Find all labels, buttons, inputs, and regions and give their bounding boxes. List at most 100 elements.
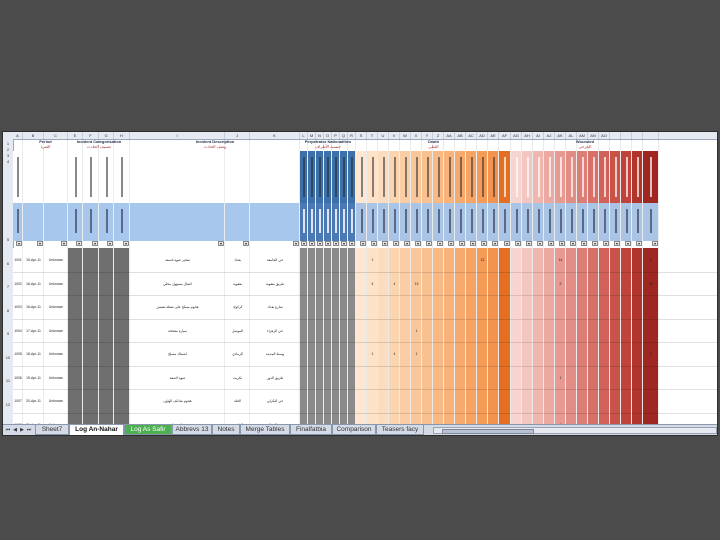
tab-comparison[interactable]: Comparison bbox=[332, 425, 376, 435]
cell-death-value[interactable]: 12 bbox=[480, 258, 485, 262]
cell-date[interactable]: 16-Apr-11 bbox=[26, 281, 41, 286]
filter-dropdown-icon[interactable]: ▾ bbox=[448, 241, 454, 246]
tab-log-as-safir[interactable]: Log As Safir bbox=[124, 425, 172, 435]
tab-sheet7[interactable]: Sheet7 bbox=[35, 425, 69, 435]
cell-area[interactable]: وسط المدينة bbox=[265, 352, 285, 356]
cell-area[interactable]: طريق بعقوبة bbox=[265, 281, 285, 286]
filter-dropdown-icon[interactable]: ▾ bbox=[592, 241, 598, 246]
cell-time[interactable]: Unknown bbox=[48, 258, 64, 262]
filter-dropdown-icon[interactable]: ▾ bbox=[614, 241, 620, 246]
filter-dropdown-icon[interactable]: ▾ bbox=[404, 241, 410, 246]
cell-wounded-value[interactable]: 1 bbox=[650, 352, 652, 356]
cell-id[interactable]: 1007 bbox=[14, 399, 22, 403]
row-number[interactable]: 8 bbox=[6, 307, 10, 313]
cell-time[interactable]: Unknown bbox=[48, 281, 64, 286]
column-letter[interactable]: AB bbox=[455, 132, 466, 139]
filter-dropdown-icon[interactable]: ▾ bbox=[470, 241, 476, 246]
tab-log-an-nahar[interactable]: Log An-Nahar bbox=[69, 425, 124, 435]
cell-wounded-value[interactable]: 1 bbox=[559, 375, 562, 380]
tab-merge-tables[interactable]: Merge Tables bbox=[240, 425, 290, 435]
column-letter[interactable] bbox=[632, 132, 643, 139]
sheet-column[interactable]: ▾ bbox=[130, 139, 225, 424]
column-letter[interactable]: T bbox=[367, 132, 378, 139]
column-letter[interactable]: AL bbox=[566, 132, 577, 139]
column-letter[interactable]: AK bbox=[555, 132, 566, 139]
column-letter[interactable]: R bbox=[348, 132, 356, 139]
filter-dropdown-icon[interactable]: ▾ bbox=[76, 241, 82, 246]
column-letter[interactable]: B bbox=[23, 132, 44, 139]
column-letter[interactable]: M bbox=[308, 132, 316, 139]
column-letter[interactable]: AC bbox=[466, 132, 477, 139]
filter-dropdown-icon[interactable]: ▾ bbox=[492, 241, 498, 246]
column-letter[interactable]: AJ bbox=[544, 132, 555, 139]
filter-dropdown-icon[interactable]: ▾ bbox=[107, 241, 113, 246]
filter-dropdown-icon[interactable]: ▾ bbox=[218, 241, 224, 246]
column-letter[interactable]: V bbox=[389, 132, 400, 139]
cell-place[interactable]: الحلة bbox=[233, 399, 242, 403]
filter-dropdown-icon[interactable]: ▾ bbox=[243, 241, 249, 246]
filter-dropdown-icon[interactable]: ▾ bbox=[92, 241, 98, 246]
cell-wounded-value[interactable]: 2 bbox=[650, 258, 652, 262]
column-letter[interactable]: AM bbox=[577, 132, 588, 139]
next-sheet-icon[interactable]: ▶ bbox=[20, 427, 24, 433]
cell-place[interactable]: بغداد bbox=[234, 258, 241, 262]
column-letter[interactable]: E bbox=[68, 132, 83, 139]
tab-abbrevs[interactable]: Abbrevs 13 bbox=[172, 425, 212, 435]
cell-wounded-value[interactable]: 14 bbox=[558, 258, 563, 262]
cell-death-value[interactable]: 4 bbox=[393, 281, 396, 286]
filter-dropdown-icon[interactable]: ▾ bbox=[317, 241, 323, 246]
column-letter[interactable]: F bbox=[83, 132, 99, 139]
column-letter[interactable]: K bbox=[250, 132, 300, 139]
cell-place[interactable]: الموصل bbox=[231, 328, 244, 333]
cell-time[interactable]: Unknown bbox=[48, 305, 64, 309]
column-letter[interactable] bbox=[643, 132, 659, 139]
row-number[interactable]: 4 bbox=[6, 159, 10, 164]
filter-dropdown-icon[interactable]: ▾ bbox=[382, 241, 388, 246]
filter-dropdown-icon[interactable]: ▾ bbox=[123, 241, 129, 246]
cell-id[interactable]: 1006 bbox=[14, 375, 22, 380]
column-letter[interactable]: X bbox=[411, 132, 422, 139]
filter-dropdown-icon[interactable]: ▾ bbox=[581, 241, 587, 246]
cell-death-value[interactable]: 1 bbox=[371, 352, 374, 356]
column-letter[interactable]: J bbox=[225, 132, 250, 139]
cell-date[interactable]: 15-Apr-11 bbox=[26, 258, 41, 262]
filter-dropdown-icon[interactable]: ▾ bbox=[437, 241, 443, 246]
cell-death-value[interactable]: 13 bbox=[414, 281, 419, 286]
cell-wounded-value[interactable]: 30 bbox=[649, 281, 653, 286]
cell-death-value[interactable]: 1 bbox=[371, 258, 374, 262]
column-letter[interactable]: Z bbox=[433, 132, 444, 139]
row-number[interactable]: 1 bbox=[6, 141, 10, 146]
column-letter[interactable] bbox=[610, 132, 621, 139]
filter-dropdown-icon[interactable]: ▾ bbox=[301, 241, 307, 246]
cell-wounded-value[interactable]: 2 bbox=[559, 281, 562, 286]
filter-dropdown-icon[interactable]: ▾ bbox=[61, 241, 67, 246]
column-letter[interactable]: N bbox=[316, 132, 324, 139]
tab-notes[interactable]: Notes bbox=[212, 425, 240, 435]
cell-description[interactable]: هجوم بقذائف الهاون bbox=[163, 399, 192, 403]
column-letter[interactable]: AD bbox=[477, 132, 488, 139]
column-letter[interactable]: AN bbox=[588, 132, 599, 139]
row-number[interactable]: 3 bbox=[6, 153, 10, 158]
column-letter[interactable] bbox=[621, 132, 632, 139]
filter-dropdown-icon[interactable]: ▾ bbox=[333, 241, 339, 246]
column-letter[interactable]: O bbox=[324, 132, 332, 139]
filter-dropdown-icon[interactable]: ▾ bbox=[526, 241, 532, 246]
column-letter[interactable]: I bbox=[130, 132, 225, 139]
column-letter[interactable]: L bbox=[300, 132, 308, 139]
filter-dropdown-icon[interactable]: ▾ bbox=[341, 241, 347, 246]
filter-dropdown-icon[interactable]: ▾ bbox=[325, 241, 331, 246]
column-letter[interactable]: AI bbox=[533, 132, 544, 139]
cell-date[interactable]: 16-Apr-11 bbox=[26, 305, 41, 309]
filter-dropdown-icon[interactable]: ▾ bbox=[349, 241, 355, 246]
cell-date[interactable]: 20-Apr-11 bbox=[26, 399, 41, 403]
column-letter[interactable]: AF bbox=[499, 132, 511, 139]
cell-id[interactable]: 1002 bbox=[14, 281, 22, 286]
cell-place[interactable]: كركوك bbox=[232, 305, 243, 309]
filter-dropdown-icon[interactable]: ▾ bbox=[371, 241, 377, 246]
filter-dropdown-icon[interactable]: ▾ bbox=[481, 241, 487, 246]
cell-place[interactable]: تكريت bbox=[233, 375, 242, 380]
column-letter[interactable]: AH bbox=[522, 132, 533, 139]
cell-death-value[interactable]: 1 bbox=[415, 328, 418, 333]
filter-dropdown-icon[interactable]: ▾ bbox=[309, 241, 315, 246]
sheet-column[interactable]: ▾ bbox=[225, 139, 250, 424]
